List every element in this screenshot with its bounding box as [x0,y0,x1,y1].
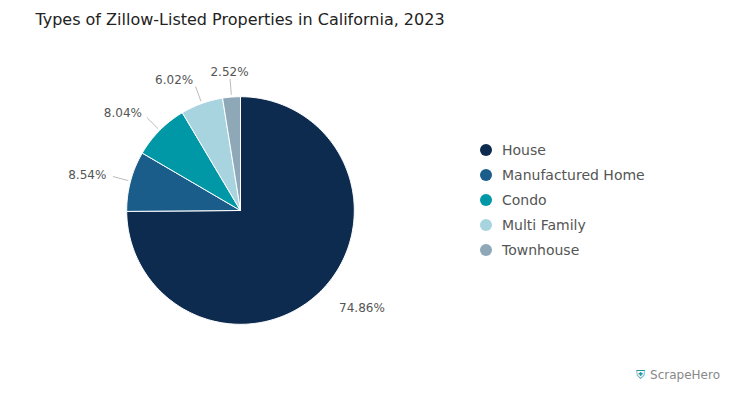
html-text:Manufactured Home: Manufactured Home [502,167,645,183]
html-text:Condo: Condo [502,192,547,208]
html-text:House: House [502,142,546,158]
html-text:Types of Zillow-Listed Propert: Types of Zillow-Listed Properties in Cal… [35,10,445,29]
svg-text:8.54%: 8.54% [68,168,106,182]
html-text:⛨ ScrapeHero: ⛨ ScrapeHero [636,368,720,382]
html-text:Multi Family: Multi Family [502,217,586,233]
svg-text:74.86%: 74.86% [339,301,385,315]
html-text:Townhouse: Townhouse [502,242,580,258]
svg-text:8.04%: 8.04% [104,106,142,120]
svg-text:2.52%: 2.52% [210,65,248,79]
svg-text:6.02%: 6.02% [155,73,193,87]
